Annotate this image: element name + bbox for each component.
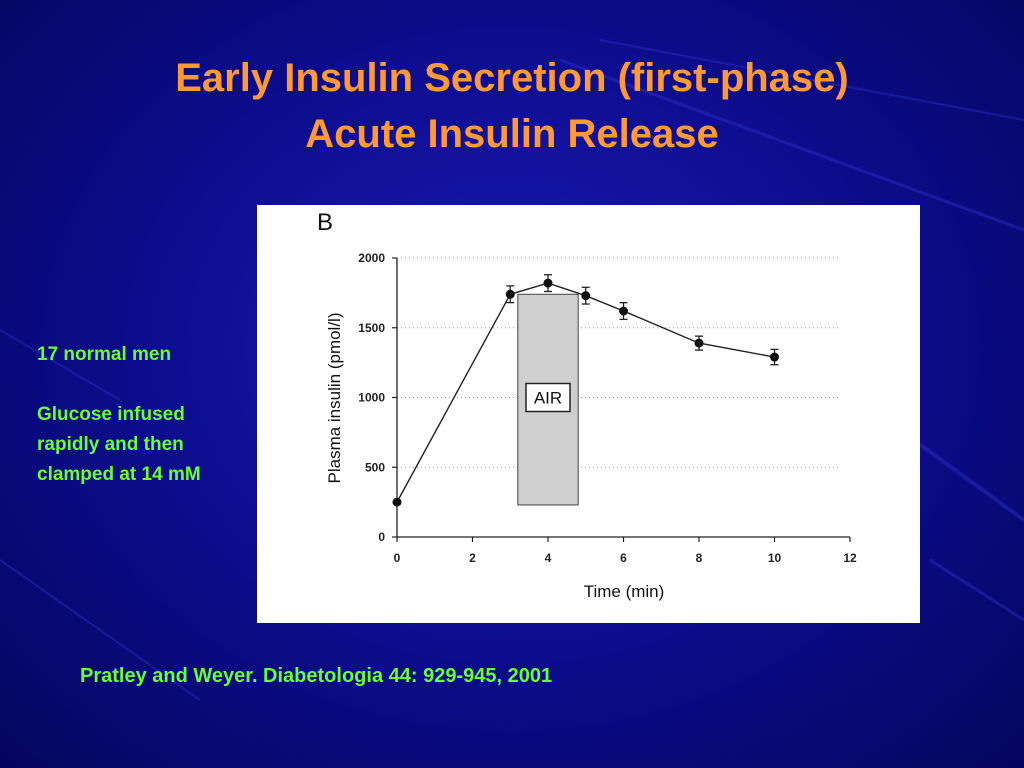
y-tick-1000: 1000: [358, 391, 385, 405]
data-point-3: [505, 289, 515, 299]
x-tick-2: 2: [469, 551, 476, 565]
title-line-1: Early Insulin Secretion (first-phase): [175, 56, 849, 100]
y-axis-label: Plasma insulin (pmol/l): [325, 313, 344, 484]
insulin-series: [392, 274, 779, 507]
air-label: AIR: [534, 389, 562, 408]
chart-figure: B AIR 0 500 1000 1500 2000 0 2 4 6 8 10 12 Time (mi…: [257, 205, 920, 623]
data-point-10: [770, 352, 779, 362]
x-tick-4: 4: [545, 551, 552, 565]
x-axis-label: Time (min): [584, 582, 665, 601]
panel-label: B: [317, 209, 333, 236]
note-subjects: 17 normal men: [37, 344, 172, 365]
x-tick-0: 0: [394, 551, 401, 565]
axes: [392, 257, 851, 542]
x-tick-10: 10: [768, 551, 782, 565]
air-label-box: [525, 382, 571, 413]
y-tick-500: 500: [365, 460, 385, 474]
grid-lines: [397, 257, 840, 468]
insulin-chart: B AIR 0 500 1000 1500 2000 0 2 4 6 8 10 12 Time (mi…: [317, 209, 857, 601]
title-line-2: Acute Insulin Release: [305, 112, 719, 156]
x-tick-6: 6: [620, 551, 627, 565]
y-tick-2000: 2000: [358, 251, 385, 265]
note-protocol: Glucose infused rapidly and then clamped…: [37, 404, 201, 485]
data-point-0: [392, 497, 402, 507]
y-tick-0: 0: [378, 530, 385, 544]
slide-title: Early Insulin Secretion (first-phase) Ac…: [0, 50, 1024, 162]
x-tick-8: 8: [696, 551, 703, 565]
side-notes: 17 normal men Glucose infused rapidly an…: [37, 340, 252, 490]
citation: Pratley and Weyer. Diabetologia 44: 929-…: [80, 665, 553, 687]
series-line-0: [396, 282, 775, 503]
air-annotation: AIR: [517, 293, 579, 506]
tick-labels: 0 500 1000 1500 2000 0 2 4 6 8 10 12: [358, 251, 857, 565]
y-tick-1500: 1500: [358, 321, 385, 335]
data-point-5: [581, 291, 591, 301]
x-tick-12: 12: [843, 551, 857, 565]
data-point-4: [543, 278, 553, 288]
data-point-8: [694, 338, 704, 348]
data-point-6: [619, 306, 628, 316]
